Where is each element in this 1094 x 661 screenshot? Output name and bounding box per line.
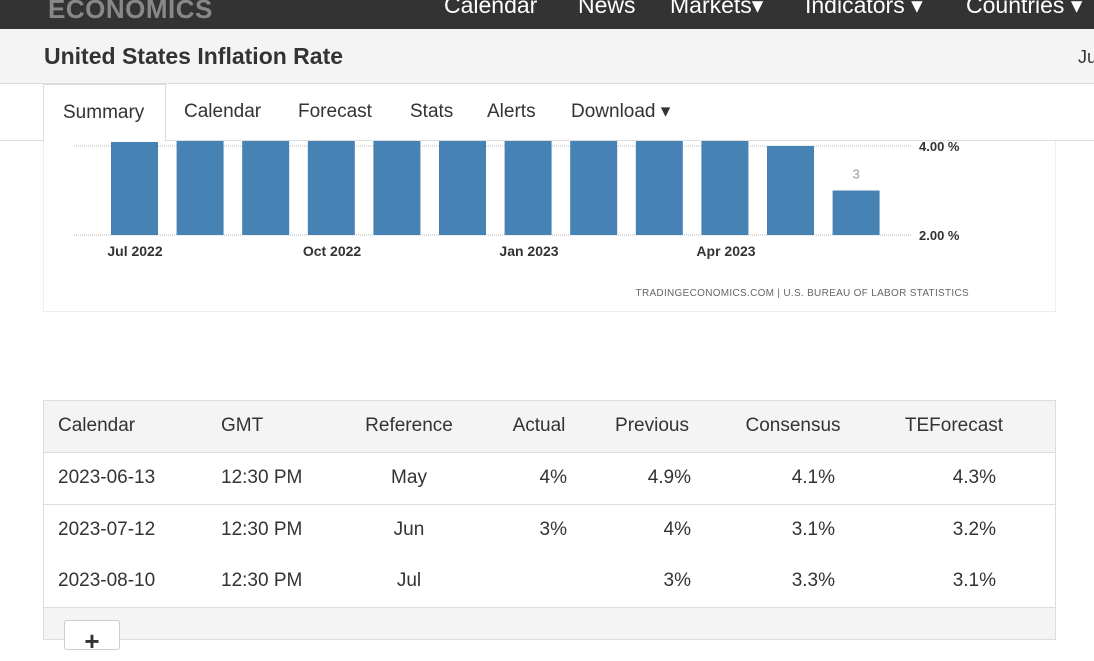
calendar-table: + Calendar GMT Reference Actual Previous Cons… [43,400,1056,656]
cell-teforecast: 3.1% [952,570,996,591]
x-tick-label: Oct 2022 [303,243,362,259]
column-header-consensus: Consensus [745,415,841,436]
nav-countries[interactable]: Countries ▾ [966,0,1083,18]
tab-bar: Summary Calendar Forecast Stats Alerts D… [0,84,1094,142]
column-header-calendar: Calendar [58,415,136,436]
table-row: 2023-08-10 12:30 PM Jul 3% 3.3% 3.1% [44,556,1055,608]
bar-data-label: 3 [852,167,859,182]
tab-stats[interactable]: Stats [410,101,454,122]
more-button[interactable]: + [64,620,120,656]
tab-forecast[interactable]: Forecast [298,101,372,122]
table-header: Calendar GMT Reference Actual Previous Consen… [44,401,1055,453]
cell-previous: 4% [663,518,691,540]
y-tick-label: 2.00 % [919,228,960,243]
tab-calendar[interactable]: Calendar [184,101,262,122]
nav-news[interactable]: News [578,0,636,18]
nav-indicators[interactable]: Indicators ▾ [805,0,923,18]
tab-download[interactable]: Download ▾ [571,101,671,122]
column-header-actual: Actual [512,415,566,436]
cell-previous: 4.9% [647,467,691,488]
column-header-reference: Reference [365,415,453,436]
cell-gmt: 12:30 PM [221,570,303,591]
bar-may-2023 [767,146,814,235]
cell-consensus: 3.1% [791,518,835,540]
cell-gmt: 12:30 PM [221,467,303,488]
table-row: 2023-07-12 12:30 PM Jun 3% 4% 3.1% 3.2% [44,504,1055,557]
cell-consensus: 4.1% [791,467,835,488]
x-tick-label: Jul 2022 [107,243,162,259]
nav-calendar[interactable]: Calendar [444,0,538,18]
cell-calendar: 2023-07-12 [58,518,156,540]
column-header-previous: Previous [615,415,689,436]
cell-reference: May [391,467,427,488]
x-tick-label: Apr 2023 [696,243,755,259]
cell-calendar: 2023-08-10 [58,570,156,591]
cell-consensus: 3.3% [791,570,835,591]
cell-calendar: 2023-06-13 [58,467,156,488]
y-tick-label: 4.00 % [919,139,960,154]
tab-alerts[interactable]: Alerts [487,101,536,122]
cell-actual: 4% [539,467,567,488]
cell-teforecast: 3.2% [952,518,996,540]
column-header-gmt: GMT [221,415,264,436]
cell-reference: Jul [396,570,422,591]
title-bar: United States Inflation Rate Ju [0,29,1094,84]
nav-markets[interactable]: Markets▾ [670,0,764,18]
cell-reference: Jun [393,518,425,540]
date-label: Ju [1078,47,1094,67]
source-label: TRADINGECONOMICS.COM | U.S. BUREAU OF LA… [636,288,969,299]
cell-previous: 3% [663,570,691,591]
logo[interactable]: ECONOMICS [48,0,213,24]
bar-jun-2023 [832,190,880,235]
cell-gmt: 12:30 PM [221,518,303,540]
tab-summary[interactable]: Summary [43,84,166,142]
column-header-teforecast: TEForecast [904,415,1004,436]
table-row: 2023-06-13 12:30 PM May 4% 4.9% 4.1% 4.3% [44,453,1055,505]
page-title: United States Inflation Rate [44,43,344,69]
cell-teforecast: 4.3% [952,467,996,488]
top-navbar: ECONOMICS Calendar News Markets▾ Indicat… [0,0,1094,29]
x-tick-label: Jan 2023 [499,243,558,259]
cell-actual: 3% [539,518,567,540]
